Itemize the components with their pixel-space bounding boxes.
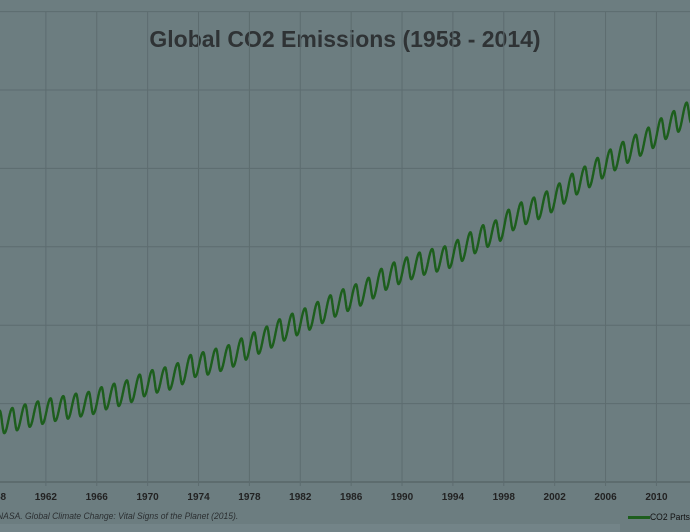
x-tick-label: 2010: [645, 492, 668, 500]
source-note: NASA. Global Climate Change: Vital Signs…: [0, 511, 239, 522]
x-tick-label: 1990: [391, 492, 414, 500]
x-tick-label: 1986: [340, 492, 363, 500]
footer-band: [0, 524, 620, 532]
x-tick-label: 1970: [137, 492, 160, 500]
co2-series-line: [0, 101, 690, 435]
legend: CO2 Parts per Million: [628, 512, 690, 523]
legend-label: CO2 Parts per Million: [650, 512, 690, 523]
x-tick-label: 1974: [187, 492, 210, 500]
x-tick-label: 2002: [544, 492, 567, 500]
chart-title: Global CO2 Emissions (1958 - 2014): [149, 26, 541, 52]
x-tick-label: 1994: [442, 492, 465, 500]
x-tick-label: 1958: [0, 492, 7, 500]
x-tick-label: 1978: [238, 492, 261, 500]
x-tick-label: 1982: [289, 492, 312, 500]
legend-swatch: [628, 516, 650, 519]
x-tick-label: 1962: [35, 492, 58, 500]
x-tick-label: 2006: [594, 492, 617, 500]
line-chart: 1958 1962 1966 1970 1974 1978 1982 1986 1990 1994…: [0, 11, 690, 500]
x-tick-label: 1966: [86, 492, 109, 500]
x-tick-label: 1998: [493, 492, 516, 500]
